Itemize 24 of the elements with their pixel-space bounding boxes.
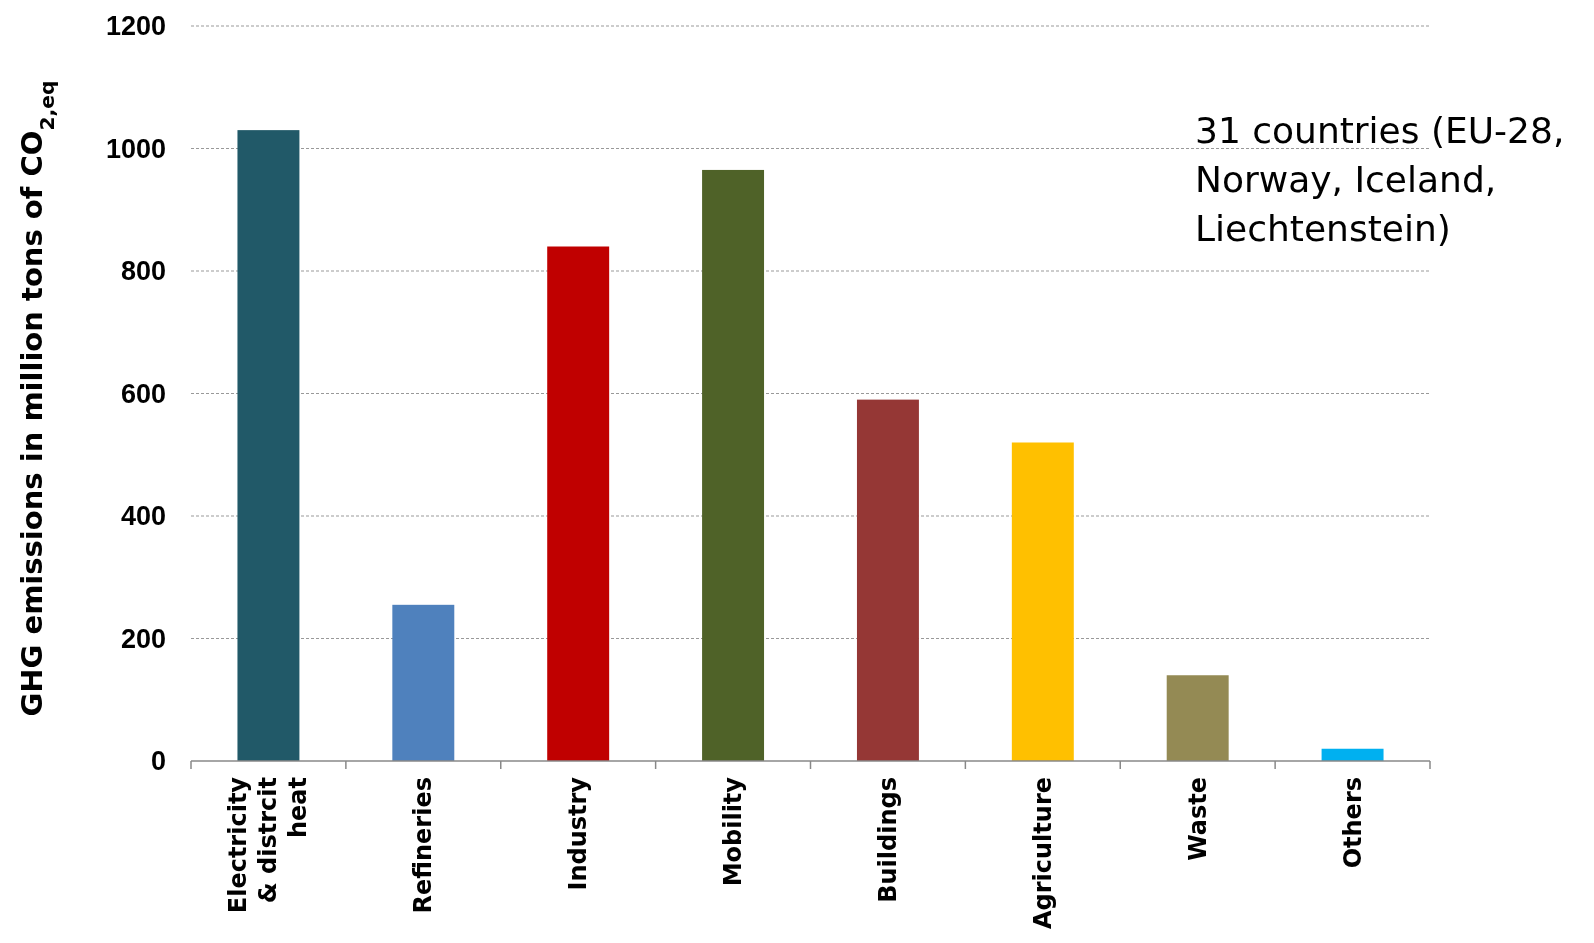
bar: [1321, 748, 1384, 761]
x-tick-label: Mobility: [719, 776, 748, 887]
y-tick-label: 200: [120, 623, 166, 654]
x-tick-label: Refineries: [409, 777, 438, 914]
y-tick-label: 1000: [105, 133, 166, 164]
bar: [237, 130, 300, 761]
y-tick-label: 1200: [105, 11, 166, 42]
bar: [1166, 675, 1229, 761]
annotation: 31 countries (EU-28, Norway, Iceland, Liechtenstein): [1195, 110, 1565, 249]
x-tick-label: Buildings: [873, 777, 902, 903]
y-tick-label: 800: [120, 256, 166, 287]
y-tick-label: 600: [120, 378, 166, 409]
bar: [702, 169, 765, 761]
bar: [392, 604, 455, 761]
x-tick-label: Waste: [1183, 777, 1212, 861]
bar: [547, 246, 610, 761]
x-tick-label: Agriculture: [1028, 777, 1057, 930]
y-tick-label: 0: [150, 746, 166, 777]
x-tick-label: Electricity & distrcit heat: [224, 776, 313, 914]
bar: [856, 399, 919, 761]
x-tick-label: Industry: [564, 776, 593, 891]
bar: [1011, 442, 1074, 761]
y-tick-label: 400: [120, 501, 166, 532]
x-tick-label: Others: [1338, 777, 1367, 869]
